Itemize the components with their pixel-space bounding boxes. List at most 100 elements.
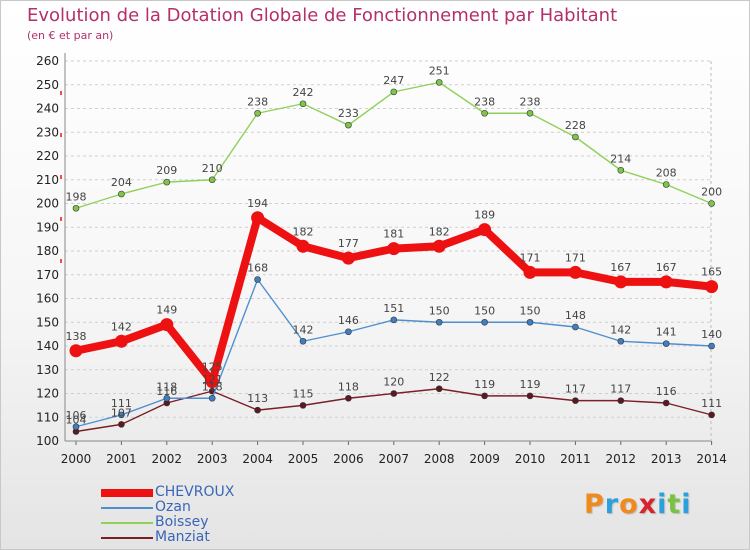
logo-letter: i xyxy=(657,489,668,520)
y-tick-label: 210 xyxy=(36,173,59,187)
data-label-chevroux: 167 xyxy=(656,261,677,274)
x-tick-label: 2014 xyxy=(696,452,727,466)
x-tick-label: 2012 xyxy=(606,452,637,466)
point-ozan xyxy=(708,342,715,350)
x-tick-label: 2000 xyxy=(61,452,92,466)
legend-label-ozan: Ozan xyxy=(155,499,191,515)
point-chevroux xyxy=(251,211,265,225)
data-label-ozan: 150 xyxy=(474,304,495,317)
data-label-chevroux: 125 xyxy=(202,361,223,374)
point-boissey xyxy=(481,109,488,117)
data-label-chevroux: 177 xyxy=(338,237,359,250)
x-tick-label: 2011 xyxy=(560,452,591,466)
point-manziat xyxy=(254,406,261,414)
point-ozan xyxy=(526,318,534,326)
chart-subtitle: (en € et par an) xyxy=(27,29,114,42)
chart-title: Evolution de la Dotation Globale de Fonc… xyxy=(27,5,618,26)
data-label-chevroux: 138 xyxy=(66,330,87,343)
point-ozan xyxy=(118,411,125,419)
legend-label-boissey: Boissey xyxy=(155,514,209,530)
point-boissey xyxy=(662,181,670,188)
y-tick-label: 230 xyxy=(36,125,59,139)
point-manziat xyxy=(299,402,307,409)
point-chevroux xyxy=(341,251,355,265)
data-label-manziat: 118 xyxy=(338,380,359,393)
y-tick-label: 180 xyxy=(36,244,59,258)
data-label-ozan: 151 xyxy=(383,302,404,315)
data-label-manziat: 122 xyxy=(429,371,450,384)
legend-swatch-ozan xyxy=(101,507,153,509)
data-label-manziat: 119 xyxy=(474,378,495,391)
point-boissey xyxy=(526,109,534,117)
point-ozan xyxy=(390,316,398,324)
legend-swatch-manziat xyxy=(101,537,153,539)
point-chevroux xyxy=(114,334,128,348)
point-boissey xyxy=(617,166,625,174)
data-label-boissey: 228 xyxy=(565,119,586,132)
x-tick-label: 2005 xyxy=(288,452,319,466)
data-labels: 198 204 209 210 238 242 233 247 251 238 238 228 214 2… xyxy=(66,64,723,426)
point-manziat xyxy=(481,392,488,400)
axes xyxy=(60,53,713,445)
data-label-chevroux: 149 xyxy=(156,304,177,317)
point-manziat xyxy=(390,390,398,397)
data-label-chevroux: 171 xyxy=(565,251,586,264)
x-tick-label: 2008 xyxy=(424,452,455,466)
data-label-ozan: 168 xyxy=(247,262,268,275)
x-tick-label: 2009 xyxy=(469,452,500,466)
point-ozan xyxy=(72,423,80,431)
point-manziat xyxy=(708,411,715,419)
data-label-boissey: 242 xyxy=(293,86,314,99)
logo-letter: r xyxy=(604,489,620,520)
data-label-boissey: 238 xyxy=(520,95,541,108)
y-tick-label: 170 xyxy=(36,268,59,282)
data-label-chevroux: 194 xyxy=(247,197,268,210)
point-manziat xyxy=(617,397,625,404)
point-chevroux xyxy=(205,375,219,389)
point-boissey xyxy=(572,133,579,141)
data-label-manziat: 121 xyxy=(202,373,223,386)
data-label-manziat: 107 xyxy=(111,406,132,419)
point-ozan xyxy=(481,318,488,326)
data-label-boissey: 251 xyxy=(429,64,450,77)
y-tick-label: 240 xyxy=(36,102,59,116)
series-line-boissey xyxy=(75,81,712,209)
data-label-boissey: 233 xyxy=(338,107,359,120)
point-manziat xyxy=(572,397,579,404)
data-label-ozan: 150 xyxy=(429,304,450,317)
data-label-boissey: 200 xyxy=(701,186,722,199)
y-tick-label: 110 xyxy=(36,410,59,424)
point-chevroux xyxy=(705,280,719,294)
y-tick-label: 220 xyxy=(36,149,59,163)
data-label-manziat: 119 xyxy=(520,378,541,391)
x-tick-label: 2013 xyxy=(651,452,682,466)
point-ozan xyxy=(435,318,443,326)
point-boissey xyxy=(163,178,171,186)
data-label-manziat: 115 xyxy=(293,387,314,400)
x-tick-label: 2006 xyxy=(333,452,364,466)
y-tick-label: 130 xyxy=(36,363,59,377)
data-label-ozan: 118 xyxy=(156,380,177,393)
point-manziat xyxy=(118,421,125,428)
point-manziat xyxy=(526,392,534,400)
point-chevroux xyxy=(296,239,310,253)
y-axis-ticks: 100 110 120 130 140 150 160 170 180 190 200 210 220 2… xyxy=(36,54,59,448)
data-label-ozan: 118 xyxy=(202,380,223,393)
point-ozan xyxy=(299,337,307,345)
point-chevroux xyxy=(614,275,628,289)
data-label-boissey: 198 xyxy=(66,190,87,203)
legend-swatch-chevroux xyxy=(101,489,153,497)
data-label-manziat: 116 xyxy=(656,385,677,398)
point-ozan xyxy=(208,394,216,402)
y-tick-label: 190 xyxy=(36,220,59,234)
data-label-manziat: 116 xyxy=(156,385,177,398)
point-boissey xyxy=(345,121,352,129)
data-label-ozan: 142 xyxy=(293,323,314,336)
point-boissey xyxy=(208,176,216,184)
point-chevroux xyxy=(69,344,83,358)
data-label-ozan: 148 xyxy=(565,309,586,322)
point-boissey xyxy=(390,88,398,96)
point-chevroux xyxy=(523,265,537,279)
logo-letter: P xyxy=(584,489,605,520)
